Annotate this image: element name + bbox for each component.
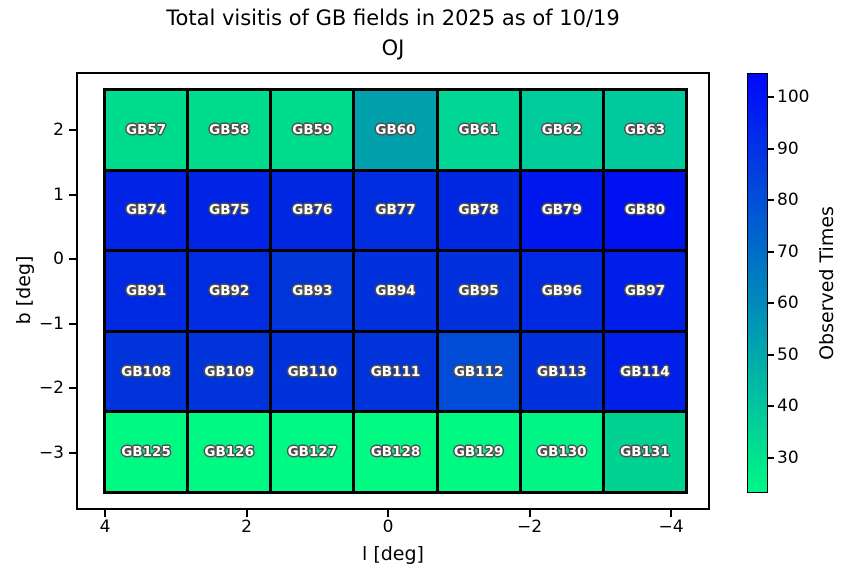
x-axis-label: l [deg]: [362, 543, 424, 565]
x-tick-label: 0: [382, 517, 394, 537]
grid-cell-GB77: GB77: [355, 171, 436, 250]
colorbar-tick-label: 40: [777, 396, 799, 417]
y-axis-label: b [deg]: [13, 255, 35, 325]
grid-cell-GB129: GB129: [438, 413, 519, 491]
y-tick-mark: [69, 129, 76, 131]
y-tick-label: 0: [53, 249, 64, 270]
grid-cell-GB109: GB109: [189, 332, 270, 411]
colorbar-tick-label: 100: [777, 87, 810, 107]
grid-cell-GB92: GB92: [189, 252, 270, 330]
grid-cell-GB75: GB75: [189, 171, 270, 250]
grid-cell-GB97: GB97: [604, 252, 685, 330]
colorbar-tick-mark: [768, 199, 774, 202]
chart-title: Total visitis of GB fields in 2025 as of…: [166, 6, 620, 30]
grid-cell-GB131: GB131: [604, 413, 685, 491]
grid-cell-GB93: GB93: [272, 252, 353, 330]
y-tick-label: 2: [53, 120, 64, 140]
x-tick-mark: [387, 510, 389, 517]
grid-cell-GB108: GB108: [106, 332, 187, 411]
colorbar-tick-mark: [768, 147, 774, 150]
x-tick-label: −4: [658, 517, 684, 537]
x-tick-mark: [670, 510, 672, 517]
y-tick-label: −1: [38, 313, 64, 334]
grid-cell-GB113: GB113: [521, 332, 602, 411]
grid-cell-GB91: GB91: [106, 252, 187, 330]
x-tick-label: 2: [241, 517, 252, 537]
grid-cell-GB114: GB114: [604, 332, 685, 411]
y-tick-label: −2: [38, 378, 64, 399]
y-tick-label: −3: [38, 443, 64, 463]
grid-cell-GB74: GB74: [106, 171, 187, 250]
grid-cell-GB80: GB80: [604, 171, 685, 250]
grid-cell-GB61: GB61: [438, 91, 519, 169]
colorbar-tick-label: 60: [777, 293, 799, 314]
x-tick-label: −2: [516, 517, 543, 537]
x-tick-label: 4: [99, 517, 111, 537]
colorbar-tick-mark: [768, 302, 774, 305]
colorbar-tick-mark: [768, 353, 774, 356]
chart-subtitle: OJ: [381, 36, 405, 60]
y-tick-mark: [69, 322, 76, 325]
colorbar-tick-label: 80: [777, 190, 799, 211]
grid-cell-GB130: GB130: [521, 413, 602, 491]
colorbar-tick-mark: [768, 405, 774, 408]
y-tick-mark: [69, 258, 76, 261]
colorbar-tick-mark: [768, 457, 774, 459]
x-tick-mark: [528, 510, 531, 517]
grid-cell-GB94: GB94: [355, 252, 436, 330]
heatmap-grid: GB57 GB58 GB59 GB60 GB61 GB62 GB63 GB74 GB75 GB76…: [103, 88, 688, 494]
grid-cell-GB127: GB127: [272, 413, 353, 491]
colorbar-tick-mark: [768, 96, 774, 98]
grid-cell-GB62: GB62: [521, 91, 602, 169]
colorbar-tick-mark: [768, 250, 774, 253]
y-tick-mark: [69, 452, 76, 454]
grid-cell-GB111: GB111: [355, 332, 436, 411]
grid-cell-GB95: GB95: [438, 252, 519, 330]
grid-cell-GB112: GB112: [438, 332, 519, 411]
x-tick-mark: [245, 510, 248, 517]
colorbar-tick-label: 50: [777, 344, 799, 365]
colorbar: [747, 73, 768, 493]
colorbar-tick-label: 30: [777, 448, 799, 468]
colorbar-tick-label: 90: [777, 138, 799, 159]
colorbar-label: Observed Times: [816, 206, 838, 360]
x-tick-mark: [104, 510, 106, 517]
grid-cell-GB125: GB125: [106, 413, 187, 491]
y-tick-mark: [69, 193, 76, 196]
grid-cell-GB58: GB58: [189, 91, 270, 169]
grid-cell-GB128: GB128: [355, 413, 436, 491]
grid-cell-GB126: GB126: [189, 413, 270, 491]
y-tick-label: 1: [53, 184, 64, 205]
grid-cell-GB76: GB76: [272, 171, 353, 250]
grid-cell-GB79: GB79: [521, 171, 602, 250]
y-tick-mark: [69, 387, 76, 390]
grid-cell-GB59: GB59: [272, 91, 353, 169]
grid-cell-GB78: GB78: [438, 171, 519, 250]
grid-cell-GB57: GB57: [106, 91, 187, 169]
colorbar-tick-label: 70: [777, 241, 799, 262]
grid-cell-GB60: GB60: [355, 91, 436, 169]
grid-cell-GB63: GB63: [604, 91, 685, 169]
grid-cell-GB110: GB110: [272, 332, 353, 411]
grid-cell-GB96: GB96: [521, 252, 602, 330]
